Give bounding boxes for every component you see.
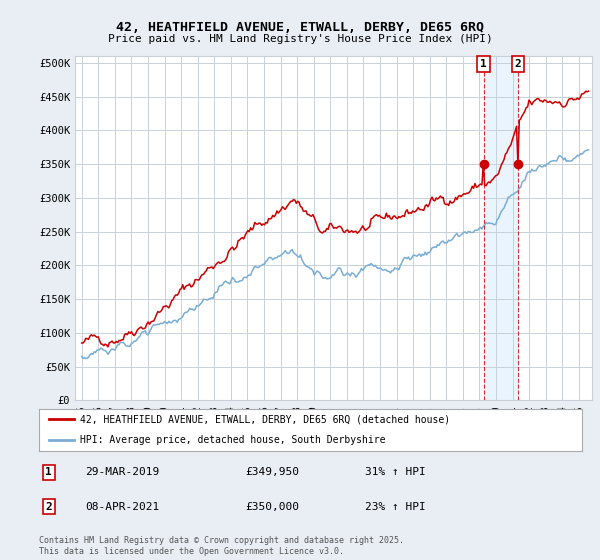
Text: £350,000: £350,000 — [245, 502, 299, 512]
Text: 42, HEATHFIELD AVENUE, ETWALL, DERBY, DE65 6RQ: 42, HEATHFIELD AVENUE, ETWALL, DERBY, DE… — [116, 21, 484, 34]
Text: 1: 1 — [480, 59, 487, 69]
Text: 42, HEATHFIELD AVENUE, ETWALL, DERBY, DE65 6RQ (detached house): 42, HEATHFIELD AVENUE, ETWALL, DERBY, DE… — [80, 414, 450, 424]
Text: Price paid vs. HM Land Registry's House Price Index (HPI): Price paid vs. HM Land Registry's House … — [107, 34, 493, 44]
Text: 08-APR-2021: 08-APR-2021 — [85, 502, 160, 512]
Text: Contains HM Land Registry data © Crown copyright and database right 2025.
This d: Contains HM Land Registry data © Crown c… — [39, 536, 404, 556]
Text: 29-MAR-2019: 29-MAR-2019 — [85, 467, 160, 477]
Text: £349,950: £349,950 — [245, 467, 299, 477]
Text: 31% ↑ HPI: 31% ↑ HPI — [365, 467, 425, 477]
Text: HPI: Average price, detached house, South Derbyshire: HPI: Average price, detached house, Sout… — [80, 435, 385, 445]
Text: 2: 2 — [515, 59, 521, 69]
Text: 23% ↑ HPI: 23% ↑ HPI — [365, 502, 425, 512]
Text: 1: 1 — [46, 467, 52, 477]
Text: 2: 2 — [46, 502, 52, 512]
Bar — [484, 56, 518, 400]
